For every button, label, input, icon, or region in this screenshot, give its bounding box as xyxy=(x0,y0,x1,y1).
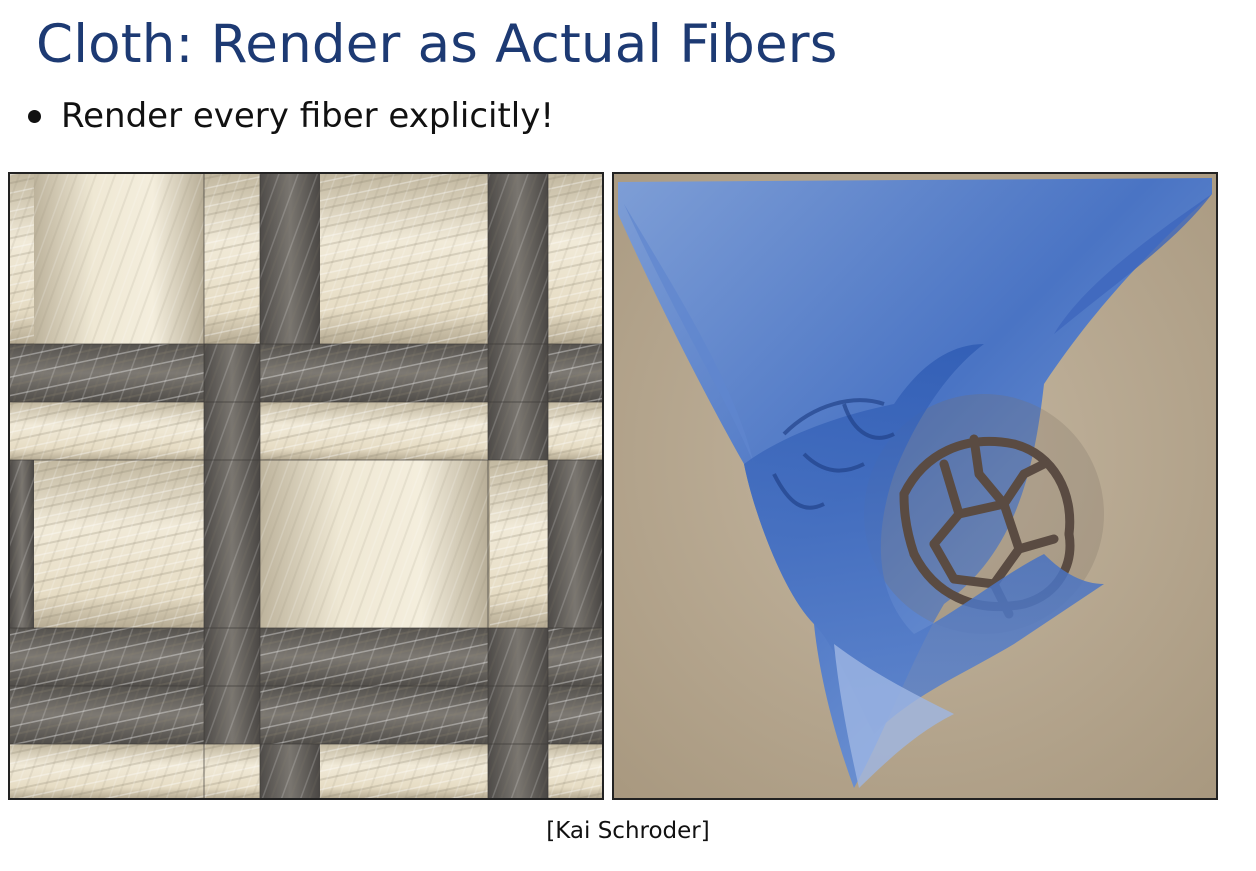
woven-fiber-illustration xyxy=(10,174,602,798)
draped-cloth-image xyxy=(612,172,1218,800)
bullet-text: Render every fiber explicitly! xyxy=(61,96,554,136)
image-credit: [Kai Schroder] xyxy=(546,818,710,844)
draped-cloth-illustration xyxy=(614,174,1216,798)
slide-title: Cloth: Render as Actual Fibers xyxy=(36,14,838,75)
bullet-dot-icon xyxy=(28,109,41,123)
bullet-item: Render every fiber explicitly! xyxy=(28,96,554,136)
woven-fiber-image xyxy=(8,172,604,800)
bullet-list: Render every fiber explicitly! xyxy=(28,96,554,136)
